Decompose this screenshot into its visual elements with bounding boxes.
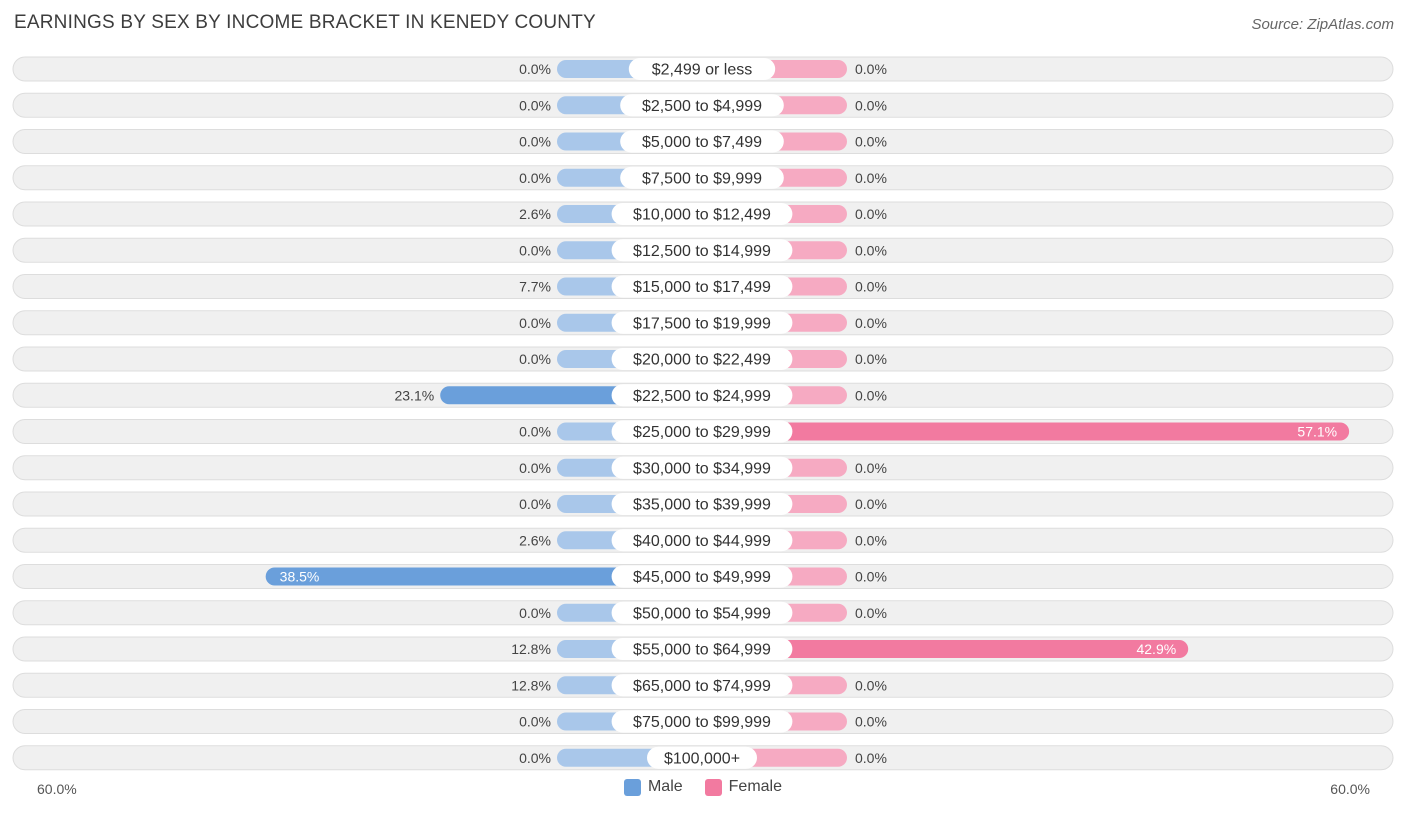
- value-label-female: 57.1%: [1297, 424, 1337, 440]
- category-pill: [611, 529, 793, 552]
- value-label-female: 0.0%: [855, 315, 887, 331]
- legend: Male Female: [0, 778, 1406, 796]
- category-pill: [620, 130, 784, 153]
- category-label: $10,000 to $12,499: [633, 207, 771, 224]
- value-label-female: 0.0%: [855, 170, 887, 186]
- category-label: $22,500 to $24,999: [633, 388, 771, 405]
- category-label: $40,000 to $44,999: [633, 533, 771, 550]
- category-pill: [611, 275, 793, 298]
- value-label-male: 0.0%: [519, 496, 551, 512]
- category-label: $65,000 to $74,999: [633, 678, 771, 695]
- value-label-female: 0.0%: [855, 387, 887, 403]
- value-label-male: 0.0%: [519, 61, 551, 77]
- value-label-male: 12.8%: [511, 677, 551, 693]
- category-pill: [611, 638, 793, 660]
- category-label: $50,000 to $54,999: [633, 605, 771, 622]
- bar-male: [265, 567, 702, 586]
- category-pill: [647, 746, 757, 769]
- category-label: $30,000 to $34,999: [633, 460, 771, 477]
- category-pill: [611, 493, 793, 515]
- value-label-female: 0.0%: [855, 460, 887, 476]
- legend-swatch-male: [623, 778, 641, 796]
- bar-female: [702, 422, 1350, 441]
- value-label-female: 0.0%: [855, 97, 887, 113]
- value-label-male: 0.0%: [519, 315, 551, 331]
- value-label-male: 0.0%: [519, 460, 551, 476]
- value-label-female: 0.0%: [855, 714, 887, 730]
- chart-title: EARNINGS BY SEX BY INCOME BRACKET IN KEN…: [14, 12, 596, 33]
- value-label-male: 0.0%: [519, 714, 551, 730]
- value-label-male: 0.0%: [519, 605, 551, 621]
- category-label: $35,000 to $39,999: [633, 497, 771, 514]
- value-label-female: 0.0%: [855, 61, 887, 77]
- category-pill: [611, 456, 793, 479]
- value-label-female: 0.0%: [855, 532, 887, 548]
- value-label-male: 0.0%: [519, 424, 551, 440]
- value-label-female: 42.9%: [1136, 641, 1176, 657]
- category-label: $17,500 to $19,999: [633, 315, 771, 332]
- value-label-male: 0.0%: [519, 170, 551, 186]
- category-label: $15,000 to $17,499: [633, 279, 771, 296]
- value-label-male: 12.8%: [511, 641, 551, 657]
- value-label-male: 0.0%: [519, 97, 551, 113]
- category-pill: [611, 203, 793, 225]
- value-label-male: 38.5%: [280, 569, 320, 585]
- value-label-female: 0.0%: [855, 351, 887, 367]
- value-label-male: 2.6%: [519, 532, 551, 548]
- legend-item-male: Male: [623, 778, 683, 796]
- value-label-female: 0.0%: [855, 750, 887, 766]
- value-label-female: 0.0%: [855, 242, 887, 258]
- value-label-female: 0.0%: [855, 206, 887, 222]
- legend-label-male: Male: [647, 778, 683, 795]
- axis-label-left: 60.0%: [37, 781, 77, 797]
- value-label-male: 0.0%: [519, 134, 551, 150]
- category-label: $12,500 to $14,999: [633, 243, 771, 260]
- value-label-male: 7.7%: [519, 279, 551, 295]
- category-pill: [611, 601, 793, 624]
- category-pill: [620, 94, 784, 117]
- category-label: $7,500 to $9,999: [642, 170, 762, 187]
- value-label-female: 0.0%: [855, 134, 887, 150]
- category-label: $5,000 to $7,499: [642, 134, 762, 151]
- legend-label-female: Female: [728, 778, 783, 795]
- category-label: $55,000 to $64,999: [633, 642, 771, 659]
- bar-female: [702, 640, 1189, 658]
- source-credit: Source: ZipAtlas.com: [1251, 16, 1394, 33]
- value-label-male: 23.1%: [394, 387, 434, 403]
- category-label: $75,000 to $99,999: [633, 714, 771, 731]
- category-pill: [611, 710, 793, 733]
- category-label: $45,000 to $49,999: [633, 569, 771, 586]
- category-pill: [628, 58, 776, 80]
- category-pill: [620, 166, 784, 189]
- value-label-female: 0.0%: [855, 496, 887, 512]
- category-pill: [611, 348, 793, 370]
- category-pill: [611, 420, 793, 443]
- value-label-male: 0.0%: [519, 750, 551, 766]
- value-label-female: 0.0%: [855, 279, 887, 295]
- legend-swatch-female: [704, 778, 722, 796]
- value-label-male: 0.0%: [519, 351, 551, 367]
- category-pill: [611, 384, 793, 407]
- category-label: $2,500 to $4,999: [642, 98, 762, 115]
- category-pill: [611, 674, 793, 697]
- category-label: $20,000 to $22,499: [633, 352, 771, 369]
- value-label-female: 0.0%: [855, 605, 887, 621]
- category-pill: [611, 565, 793, 588]
- category-pill: [611, 239, 793, 262]
- category-pill: [611, 311, 793, 334]
- value-label-female: 0.0%: [855, 569, 887, 585]
- value-label-female: 0.0%: [855, 677, 887, 693]
- category-label: $100,000+: [664, 750, 740, 767]
- category-label: $2,499 or less: [652, 62, 753, 79]
- legend-item-female: Female: [704, 778, 783, 796]
- axis-label-right: 60.0%: [1330, 781, 1370, 797]
- value-label-male: 2.6%: [519, 206, 551, 222]
- category-label: $25,000 to $29,999: [633, 424, 771, 441]
- value-label-male: 0.0%: [519, 242, 551, 258]
